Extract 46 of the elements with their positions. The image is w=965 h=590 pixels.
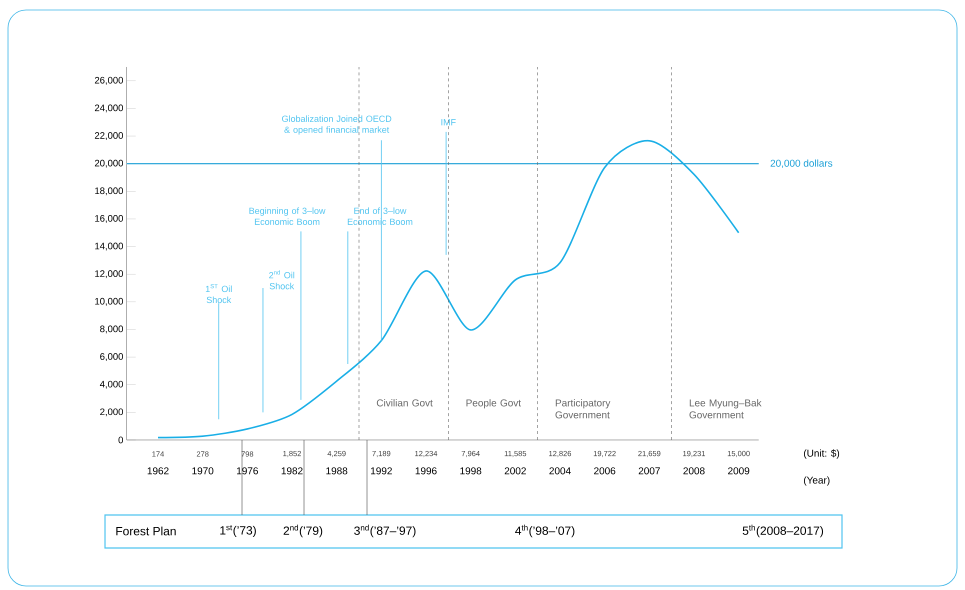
x-tick-label: 1970 [192,467,214,474]
text: (Unit: $) [804,449,840,459]
x-tick-label: 1992 [371,467,392,474]
y-tick-label: 16,000 [95,215,124,223]
text: (Year) [804,476,830,486]
annotation: Lee Myung–Bak Government [690,399,762,418]
y-tick-label: 4,000 [100,380,124,389]
x-tick-label: 2002 [504,467,526,474]
x-tick-label: 1982 [282,467,303,474]
annotation: Civilian Govt [376,399,433,406]
x-tick-label: 1988 [326,467,348,474]
y-tick-label: 26,000 [94,76,124,85]
annotation: Globalization Joined OECD & opened financial market [282,115,392,135]
x-tick-label: 2006 [594,467,616,474]
text: 4$^{th}$(’98–’07) [515,524,574,538]
x-tick-label: 1998 [460,467,482,474]
x-tick-label: 2004 [549,467,571,474]
y-tick-label: 2,000 [100,408,124,416]
y-tick-label: 14,000 [95,242,124,250]
text: 1$^{st}$(’73) [220,525,256,537]
annotation: People Govt [466,399,521,408]
y-tick-label: 20,000 [94,160,124,168]
annotation: Beginning of 3–low Economic Boom [249,207,326,225]
text: 5$^{th}$(2008–2017) [742,524,824,538]
y-tick-label: 8,000 [100,326,124,334]
text: 3$^{nd}$(’87–’97) [354,524,416,538]
y-tick-label: 12,000 [95,270,124,278]
y-tick-label: 24,000 [94,104,124,112]
ref-line-label: 20,000 dollars [770,159,832,168]
y-tick-label: 10,000 [95,298,124,306]
annotation: Participatory Government [556,399,610,418]
x-tick-label: 1962 [148,467,169,474]
x-tick-label: 2007 [638,467,660,474]
annotation: 1$^{ST}$ Oil Shock [206,284,232,304]
y-tick-label: 6,000 [100,353,124,362]
text: Forest Plan [116,526,176,536]
x-tick-label: 1996 [416,467,437,474]
x-tick-label: 2009 [728,467,750,474]
text: 2$^{nd}$(’79) [284,524,322,538]
y-tick-label: 18,000 [95,187,124,196]
x-tick-label: 2008 [683,467,705,474]
annotation: IMF [441,119,456,126]
y-tick-label: 0 [118,436,124,444]
y-tick-label: 22,000 [94,132,124,140]
annotation: 2$^{nd}$ Oil Shock [269,270,294,290]
x-tick-label: 1976 [237,467,258,474]
